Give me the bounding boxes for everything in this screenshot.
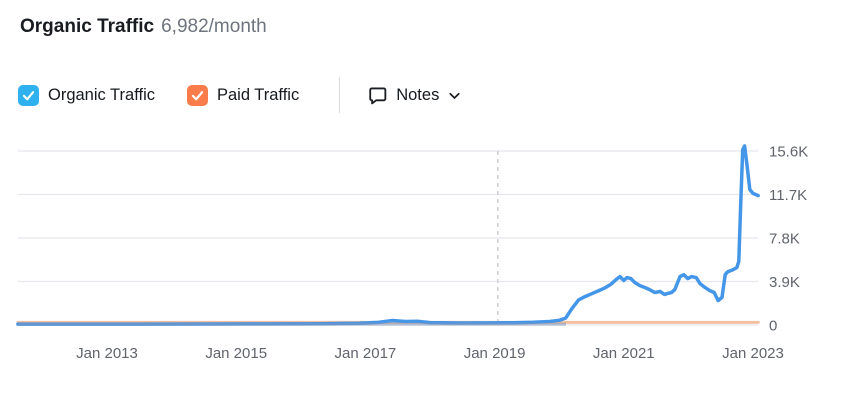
- header: Organic Traffic 6,982/month: [20, 16, 267, 38]
- notes-icon: [369, 86, 387, 104]
- checkmark-icon: [22, 90, 35, 100]
- paid-traffic-checkbox[interactable]: [186, 84, 208, 106]
- x-axis-label: Jan 2023: [722, 345, 784, 362]
- y-axis-label: 7.8K: [769, 231, 800, 248]
- traffic-value: 6,982/month: [161, 16, 267, 37]
- x-axis-label: Jan 2019: [464, 345, 526, 362]
- y-axis-label: 11.7K: [769, 187, 807, 204]
- organic-traffic-checkbox[interactable]: [18, 84, 39, 106]
- legend-separator: [339, 77, 341, 113]
- legend-item-paid-traffic[interactable]: Paid Traffic: [186, 84, 300, 106]
- x-axis-label: Jan 2017: [335, 345, 397, 362]
- page-title: Organic Traffic: [20, 16, 155, 37]
- y-axis-label: 3.9K: [769, 274, 800, 291]
- chevron-down-icon: [449, 92, 460, 99]
- y-axis-label: 15.6K: [769, 144, 808, 161]
- x-axis-label: Jan 2013: [76, 345, 138, 362]
- traffic-trend-chart[interactable]: 0 3.9K 7.8K 11.7K 15.6K Jan 2013 Jan 2015 Jan 2…: [0, 130, 862, 400]
- organic-traffic-line: [16, 144, 760, 326]
- chart-canvas: 0 3.9K 7.8K 11.7K 15.6K Jan 2013 Jan 2015 Jan 2…: [16, 144, 808, 362]
- x-axis-label: Jan 2021: [593, 345, 655, 362]
- legend-label-organic-traffic: Organic Traffic: [48, 85, 155, 104]
- legend-row: Organic Traffic Paid Traffic Notes: [18, 77, 463, 113]
- notes-dropdown[interactable]: Notes: [366, 84, 463, 107]
- legend-label-paid-traffic: Paid Traffic: [216, 85, 300, 104]
- notes-label: Notes: [396, 85, 440, 104]
- y-axis-label: 0: [769, 318, 777, 335]
- x-axis-label: Jan 2015: [205, 345, 267, 362]
- checkmark-icon: [191, 90, 204, 100]
- legend-item-organic-traffic[interactable]: Organic Traffic: [18, 84, 155, 106]
